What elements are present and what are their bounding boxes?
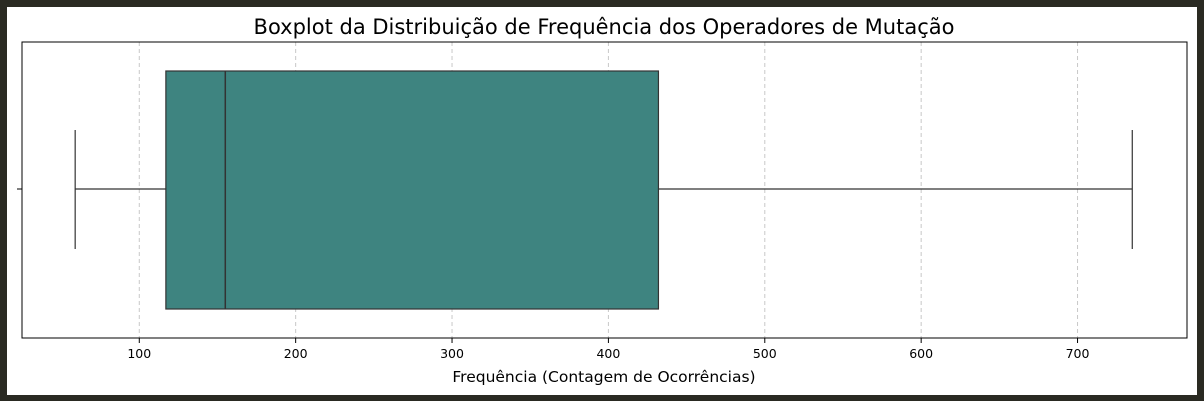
- x-tick-label: 700: [1066, 346, 1090, 361]
- x-axis-label: Frequência (Contagem de Ocorrências): [452, 368, 755, 386]
- x-tick-label: 500: [753, 346, 777, 361]
- x-tick-label: 300: [440, 346, 464, 361]
- iqr-box: [165, 70, 660, 310]
- axes-frame: [21, 41, 1188, 339]
- x-tick-label: 600: [909, 346, 933, 361]
- boxplot-chart: Boxplot da Distribuição de Frequência do…: [17, 15, 1188, 386]
- chart-title: Boxplot da Distribuição de Frequência do…: [254, 15, 955, 39]
- x-tick-label: 200: [284, 346, 308, 361]
- x-tick-label: 100: [127, 346, 151, 361]
- x-axis-ticks: 100 200 300 400 500 600 700: [127, 338, 1090, 361]
- chart-figure: Boxplot da Distribuição de Frequência do…: [7, 7, 1197, 395]
- box-plot: [74, 70, 1133, 310]
- x-tick-label: 400: [596, 346, 620, 361]
